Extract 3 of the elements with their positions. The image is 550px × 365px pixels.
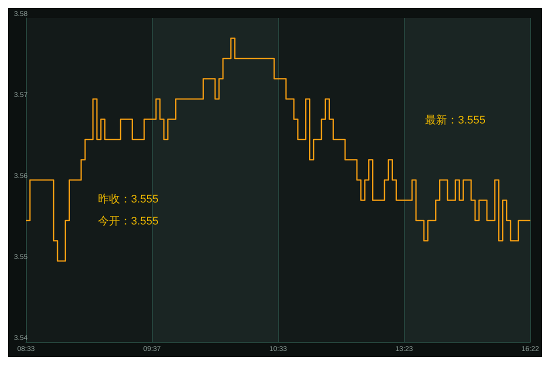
annotation: 今开：3.555 <box>98 216 159 228</box>
annotation: 最新：3.555 <box>425 114 486 126</box>
annotation: 昨收：3.555 <box>98 194 159 206</box>
